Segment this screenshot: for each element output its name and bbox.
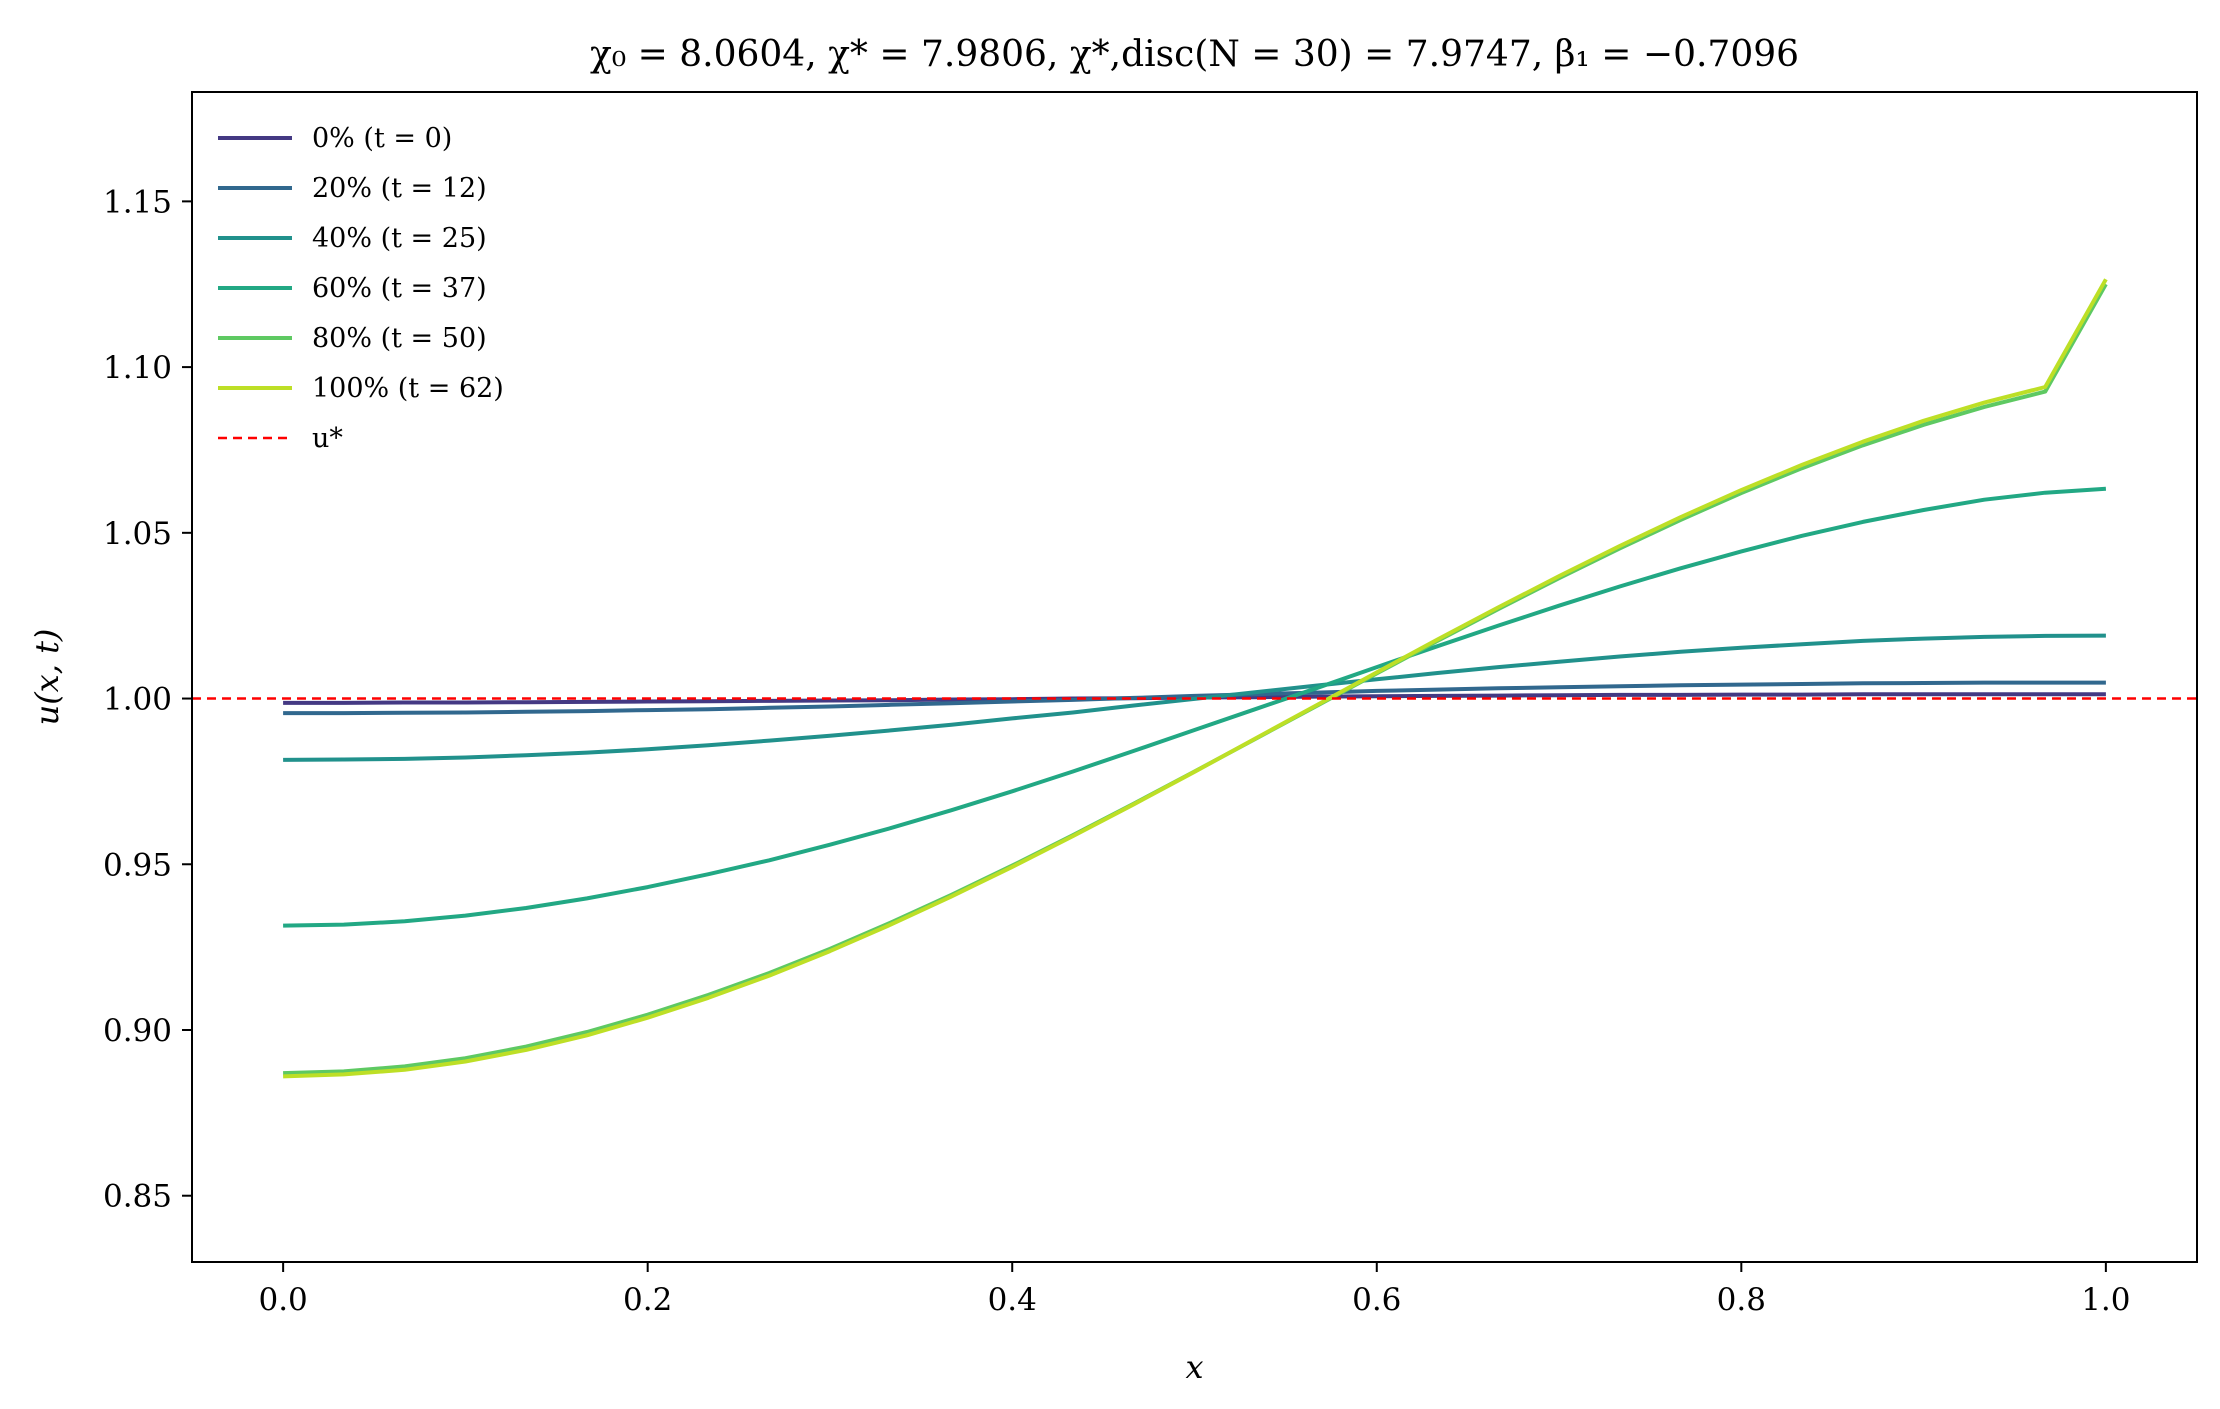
y-axis: 0.85 0.90 0.95 1.00 1.05 1.10 1.15	[103, 184, 192, 1215]
legend-label-20-t-12: 20% (t = 12)	[312, 173, 487, 204]
legend-label-100-t-62: 100% (t = 62)	[312, 373, 504, 404]
series-line-40-t-25	[283, 633, 2106, 762]
legend-label-60-t-37: 60% (t = 37)	[312, 273, 487, 304]
x-tick-label: 0.0	[258, 1282, 307, 1318]
series-line-100-t-62	[283, 278, 2108, 1079]
x-tick-label: 0.4	[988, 1282, 1037, 1318]
series-line-60-t-37	[283, 486, 2107, 928]
legend: 0% (t = 0) 20% (t = 12) 40% (t = 25) 60% (t…	[218, 123, 504, 454]
plot-area	[192, 278, 2197, 1079]
series-line-80-t-50	[283, 283, 2108, 1076]
y-tick-label: 1.10	[103, 350, 172, 386]
legend-label-40-t-25: 40% (t = 25)	[312, 223, 487, 254]
y-axis-label: u(x, t)	[28, 629, 66, 726]
x-tick-label: 0.2	[623, 1282, 672, 1318]
y-tick-label: 1.15	[103, 184, 172, 220]
legend-label-u: u*	[312, 423, 343, 454]
x-axis-label: x	[1185, 1348, 1203, 1386]
x-tick-label: 1.0	[2081, 1282, 2130, 1318]
legend-label-80-t-50: 80% (t = 50)	[312, 323, 487, 354]
y-tick-label: 0.90	[103, 1013, 172, 1049]
axes-frame	[191, 91, 2198, 1263]
legend-label-0-t-0: 0% (t = 0)	[312, 123, 452, 154]
y-tick-label: 1.00	[103, 682, 172, 718]
x-tick-label: 0.8	[1717, 1282, 1766, 1318]
x-tick-label: 0.6	[1352, 1282, 1401, 1318]
series-line-20-t-12	[283, 680, 2106, 716]
y-tick-label: 0.95	[103, 847, 172, 883]
chart-title: χ₀ = 8.0604, χ* = 7.9806, χ*,disc(N = 30…	[590, 34, 1799, 75]
x-axis: 0.0 0.2 0.4 0.6 0.8 1.0	[258, 1262, 2131, 1318]
y-tick-label: 1.05	[103, 516, 172, 552]
y-tick-label: 0.85	[103, 1179, 172, 1215]
